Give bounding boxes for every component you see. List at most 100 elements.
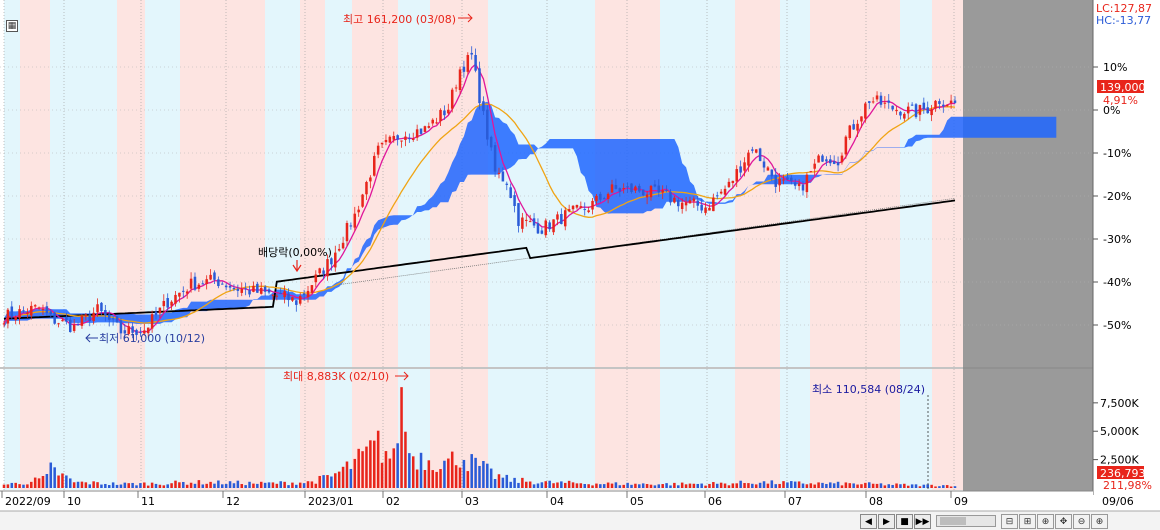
candle-body bbox=[521, 217, 524, 229]
candle-body bbox=[408, 138, 411, 140]
scroll-left-button[interactable]: ◀ bbox=[860, 513, 877, 529]
volume-bar bbox=[217, 480, 220, 488]
candle-body bbox=[715, 195, 719, 197]
shrink-icon[interactable]: ⊖ bbox=[1073, 513, 1090, 529]
y-tick-label: -20% bbox=[1103, 190, 1131, 203]
chart-menu-icon[interactable]: ▦ bbox=[6, 20, 18, 32]
candle-body bbox=[2, 323, 6, 325]
candle-body bbox=[111, 318, 115, 320]
volume-bar bbox=[517, 482, 520, 488]
volume-bar bbox=[57, 475, 60, 488]
stop-button[interactable]: ■ bbox=[896, 513, 913, 529]
volume-bar bbox=[926, 484, 929, 488]
volume-bar bbox=[790, 481, 793, 488]
price-shade-band bbox=[932, 0, 963, 367]
volume-bar bbox=[174, 480, 177, 488]
candle-body bbox=[899, 111, 902, 116]
volume-bar bbox=[665, 483, 668, 488]
volume-bar bbox=[443, 460, 446, 488]
candle-body bbox=[248, 290, 251, 295]
volume-bar bbox=[353, 458, 357, 488]
candle-body bbox=[708, 207, 711, 211]
candle-body bbox=[903, 113, 906, 119]
candle-body bbox=[669, 191, 672, 203]
candle-body bbox=[123, 330, 127, 334]
volume-bar bbox=[501, 477, 505, 488]
volume-shade-band bbox=[810, 369, 900, 490]
volume-bar bbox=[65, 475, 68, 488]
candle-body bbox=[552, 219, 555, 233]
scrollbar-thumb[interactable] bbox=[940, 517, 966, 525]
volume-bar bbox=[435, 471, 438, 488]
move-icon[interactable]: ✥ bbox=[1055, 513, 1072, 529]
scroll-right-button[interactable]: ▶ bbox=[878, 513, 895, 529]
candle-body bbox=[466, 55, 470, 72]
candle-body bbox=[306, 290, 310, 298]
candle-body bbox=[337, 248, 341, 251]
candle-body bbox=[879, 95, 883, 105]
volume-bar bbox=[302, 483, 306, 488]
expand-icon[interactable]: ⊕ bbox=[1091, 513, 1108, 529]
candle-body bbox=[341, 242, 345, 249]
volume-bar bbox=[696, 483, 700, 488]
candle-body bbox=[618, 188, 622, 192]
candle-body bbox=[501, 171, 505, 182]
volume-shade-band bbox=[932, 369, 963, 490]
volume-bar bbox=[236, 480, 240, 488]
candle-body bbox=[525, 219, 528, 221]
volume-bar bbox=[906, 485, 910, 488]
volume-bar bbox=[719, 482, 723, 488]
candle-body bbox=[680, 202, 684, 209]
volume-bar bbox=[135, 485, 138, 488]
candle-body bbox=[57, 323, 60, 325]
volume-bar bbox=[439, 469, 442, 488]
volume-bar bbox=[33, 477, 37, 488]
volume-bar bbox=[104, 483, 107, 488]
volume-bar bbox=[454, 465, 458, 488]
current-price-tag bbox=[1097, 80, 1144, 93]
volume-bar bbox=[139, 483, 142, 488]
volume-bar bbox=[708, 483, 711, 488]
scroll-end-button[interactable]: ▶▶ bbox=[914, 513, 931, 529]
candle-body bbox=[821, 155, 824, 162]
candle-body bbox=[135, 329, 138, 335]
y-tick-label: 10% bbox=[1103, 61, 1127, 74]
candle-body bbox=[544, 220, 548, 236]
x-tick-label: 05 bbox=[630, 495, 644, 508]
candle-body bbox=[404, 136, 407, 141]
current-change-label: 4,91% bbox=[1103, 94, 1138, 107]
candle-body bbox=[271, 294, 275, 296]
candle-body bbox=[852, 124, 855, 130]
volume-bar bbox=[88, 484, 92, 488]
ma120-line bbox=[3, 199, 956, 320]
candle-body bbox=[244, 288, 247, 290]
volume-shade-band bbox=[780, 369, 810, 490]
y-tick-label: 0% bbox=[1103, 104, 1120, 117]
volume-bar bbox=[723, 483, 727, 488]
zoom-in-icon[interactable]: ⊞ bbox=[1019, 513, 1036, 529]
candle-body bbox=[731, 180, 735, 184]
volume-bar bbox=[832, 483, 836, 488]
zoom-out-icon[interactable]: ⊟ bbox=[1001, 513, 1018, 529]
candle-body bbox=[599, 193, 602, 200]
magnify-icon[interactable]: ⊕ bbox=[1037, 513, 1054, 529]
x-tick-label: 03 bbox=[465, 495, 479, 508]
candle-body bbox=[287, 293, 290, 301]
low-annotation: 최저 61,000 (10/12) bbox=[99, 332, 205, 345]
volume-bar bbox=[408, 453, 411, 488]
candle-body bbox=[283, 291, 286, 298]
volume-bar bbox=[384, 451, 388, 488]
volume-bar bbox=[400, 387, 403, 488]
chart-scrollbar[interactable] bbox=[936, 515, 996, 527]
candle-body bbox=[766, 167, 770, 171]
volume-bar bbox=[489, 468, 493, 488]
volume-shade-band bbox=[180, 369, 265, 490]
candle-body bbox=[447, 109, 450, 114]
candle-body bbox=[10, 306, 14, 318]
candle-body bbox=[26, 312, 29, 314]
x-tick-label: 04 bbox=[550, 495, 564, 508]
candle-body bbox=[848, 125, 852, 139]
candle-body bbox=[318, 268, 321, 274]
volume-bar bbox=[259, 481, 263, 488]
